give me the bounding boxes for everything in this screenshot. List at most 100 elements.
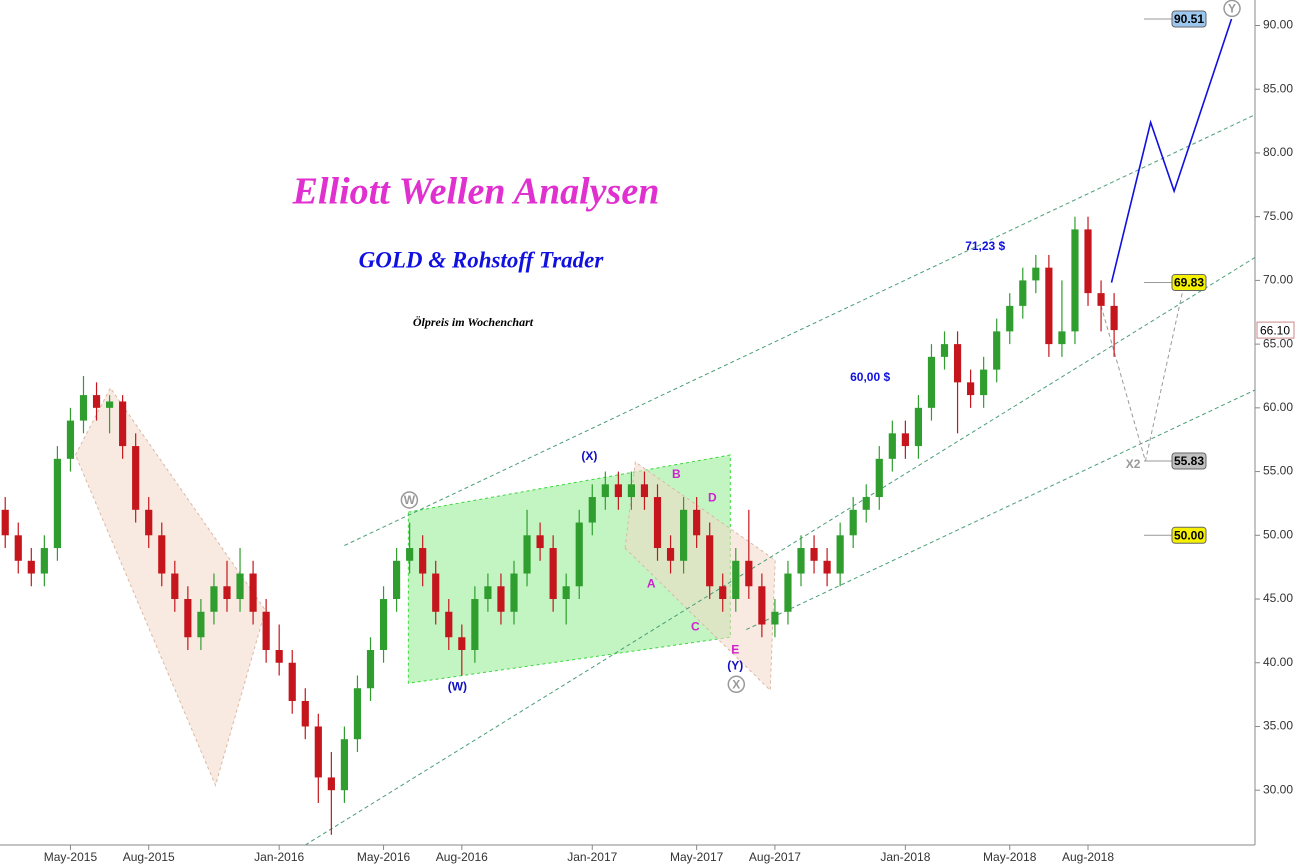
candle-body: [797, 548, 805, 574]
y-tick-label: 85.00: [1263, 81, 1293, 95]
wave-circle-label: W: [404, 493, 416, 507]
candle-body: [953, 344, 962, 383]
candle-body: [680, 509, 688, 561]
last-price-label: 66.10: [1260, 323, 1290, 337]
candle-body: [419, 548, 427, 574]
candle-body: [40, 548, 48, 574]
candle-body: [379, 599, 388, 650]
candle-body: [327, 777, 335, 791]
candle-body: [927, 356, 936, 408]
candle-body: [132, 446, 140, 510]
y-tick-label: 30.00: [1263, 782, 1293, 796]
candle-body: [145, 509, 153, 536]
candle-body: [1071, 229, 1079, 332]
y-tick-label: 80.00: [1263, 145, 1293, 159]
candle-body: [1058, 331, 1066, 345]
wave-label: A: [647, 576, 656, 590]
candle-body: [393, 560, 401, 600]
price-flag: [1171, 274, 1207, 292]
candle-body: [562, 586, 570, 600]
price-flag-label: 90.51: [1174, 12, 1204, 26]
x-tick-label: May-2017: [670, 850, 724, 864]
x-tick-label: Aug-2018: [1062, 850, 1114, 864]
projection-line: [746, 389, 1256, 631]
candle-body: [666, 548, 675, 561]
x-tick-label: Aug-2017: [749, 850, 801, 864]
y-tick-label: 55.00: [1263, 464, 1293, 478]
y-tick-label: 65.00: [1263, 336, 1293, 350]
x-tick-label: Jan-2018: [880, 850, 930, 864]
last-price-flag: [1256, 321, 1295, 339]
wave-circle: [400, 491, 419, 509]
candle-body: [497, 586, 505, 612]
candle-body: [719, 586, 727, 600]
y-tick-label: 50.00: [1263, 527, 1293, 541]
x-tick-label: May-2018: [983, 850, 1037, 864]
candle-body: [980, 369, 988, 396]
candle-body: [693, 509, 701, 536]
candle-body: [875, 458, 883, 498]
candle-body: [236, 573, 244, 600]
wave-label: D: [708, 490, 717, 504]
y-tick-label: 40.00: [1263, 655, 1293, 669]
chart-subtitle: GOLD & Rohstoff Trader: [359, 247, 605, 272]
y-tick-label: 70.00: [1263, 273, 1293, 287]
candle-body: [1006, 305, 1014, 332]
candle-body: [1084, 229, 1092, 294]
candle-body: [445, 611, 453, 638]
projection-line: [1110, 18, 1233, 283]
candle-body: [406, 548, 414, 561]
price-flag-label: 50.00: [1174, 528, 1204, 542]
candle-body: [914, 407, 923, 447]
candle-body: [471, 599, 479, 650]
wave-label: E: [731, 642, 739, 656]
candle-body: [1032, 267, 1040, 281]
price-flag-label: 55.83: [1174, 454, 1204, 468]
candle-body: [836, 535, 844, 574]
candle-body: [105, 401, 114, 408]
wave-circle: [1223, 0, 1241, 18]
candle-body: [223, 586, 231, 600]
candle-body: [353, 688, 362, 740]
candle-body: [184, 599, 192, 638]
price-flag-label: 69.83: [1174, 276, 1204, 290]
candle-body: [967, 382, 975, 396]
candle-body: [432, 573, 440, 612]
x-tick-label: Jan-2017: [567, 850, 617, 864]
wave-zone: [624, 461, 776, 692]
candle-body: [1019, 280, 1027, 306]
price-flag: [1171, 452, 1207, 470]
candle-body: [993, 331, 1001, 370]
chart-caption: Ölpreis im Wochenchart: [413, 315, 534, 329]
candle-body: [458, 637, 466, 650]
y-tick-label: 90.00: [1263, 18, 1293, 32]
candle-body: [940, 344, 949, 357]
candle-body: [340, 739, 348, 791]
x-tick-label: Aug-2015: [123, 850, 175, 864]
candle-body: [706, 535, 714, 587]
candle-body: [484, 586, 492, 600]
candle-body: [92, 395, 101, 408]
candle-body: [640, 484, 649, 498]
candle-body: [27, 560, 35, 574]
x-tick-label: May-2015: [44, 850, 98, 864]
wave-label: (X): [581, 449, 597, 463]
candle-body: [771, 611, 779, 625]
wave-label: X2: [1126, 457, 1141, 471]
y-tick-label: 35.00: [1263, 719, 1293, 733]
candle-body: [66, 420, 75, 459]
wave-label: 60,00 $: [850, 370, 890, 384]
candle-body: [810, 548, 818, 561]
candle-body: [1097, 293, 1105, 306]
candle-body: [249, 573, 257, 612]
candle-body: [627, 484, 636, 498]
candle-body: [171, 573, 179, 600]
candle-body: [510, 573, 518, 612]
candle-body: [745, 560, 753, 587]
candle-body: [314, 726, 322, 778]
candle-body: [197, 611, 205, 638]
candle-body: [523, 535, 531, 574]
wave-label: B: [672, 467, 681, 481]
candle-body: [758, 586, 766, 625]
